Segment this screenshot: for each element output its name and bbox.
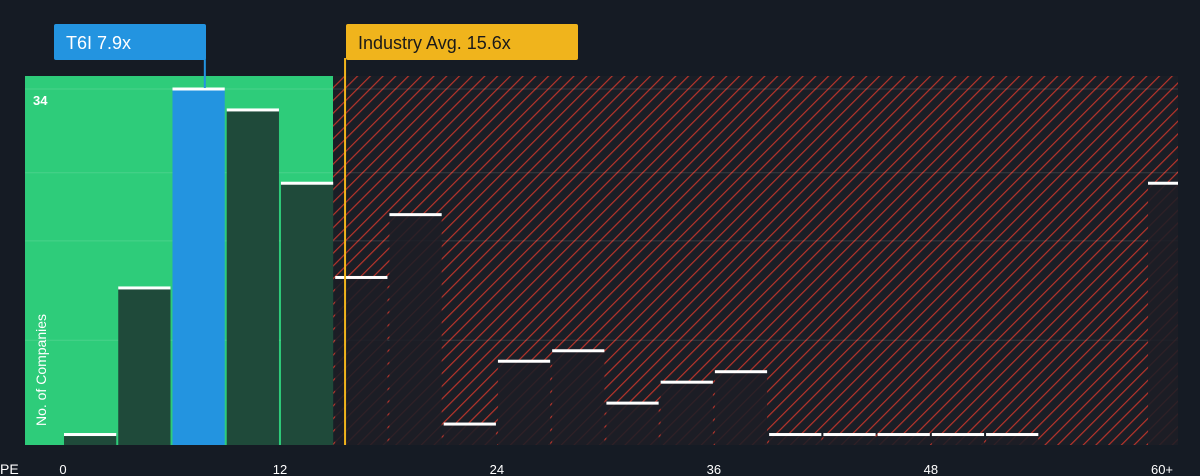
bar-cap (118, 286, 171, 290)
x-tick-label: 48 (924, 462, 938, 476)
bar-cap (443, 422, 496, 426)
bar-cap (660, 380, 713, 384)
bar-cap (389, 213, 442, 217)
bar-cap (226, 108, 279, 112)
y-tick-label: 34 (33, 93, 48, 108)
bar-cap (606, 401, 659, 405)
histogram-bar (226, 109, 279, 446)
bar-cap (1148, 181, 1178, 185)
bar-cap (335, 275, 388, 279)
bar-cap (986, 433, 1039, 437)
histogram-bar (660, 382, 713, 445)
histogram-bar (714, 371, 768, 445)
histogram-bar (823, 434, 876, 445)
x-tick-label: 24 (490, 462, 504, 476)
industry-callout-label: Industry Avg. 15.6x (358, 33, 511, 53)
bar-cap (714, 370, 768, 374)
bar-cap (931, 433, 985, 437)
histogram-bar (877, 434, 930, 445)
bar-cap (172, 87, 225, 91)
histogram-bar (64, 434, 117, 445)
histogram-bar (552, 350, 605, 445)
histogram-bar (606, 403, 659, 445)
histogram-bar (769, 434, 822, 445)
histogram-bar (389, 214, 442, 445)
bar-cap (769, 433, 822, 437)
histogram-bar (497, 361, 551, 445)
x-tick-label: 36 (707, 462, 721, 476)
histogram-bar (1148, 183, 1178, 445)
histogram-bar (443, 424, 496, 445)
bar-cap (877, 433, 930, 437)
x-tick-label: 60+ (1151, 462, 1173, 476)
histogram-bar (118, 287, 171, 445)
y-axis-label: No. of Companies (33, 314, 49, 426)
histogram-bar (335, 277, 388, 445)
bar-cap (64, 433, 117, 437)
histogram-bar (986, 434, 1039, 445)
histogram-bar (931, 434, 985, 445)
bar-cap (497, 359, 551, 363)
company-callout-label: T6I 7.9x (66, 33, 131, 53)
bar-cap (552, 349, 605, 353)
company-callout (54, 24, 206, 60)
bar-cap (280, 181, 334, 185)
x-tick-label: 12 (273, 462, 287, 476)
x-axis-label: PE (0, 461, 19, 476)
x-tick-label: 0 (59, 462, 66, 476)
industry-callout (346, 24, 578, 60)
bar-cap (823, 433, 876, 437)
company-bar (172, 89, 225, 445)
histogram-bar (280, 183, 334, 445)
